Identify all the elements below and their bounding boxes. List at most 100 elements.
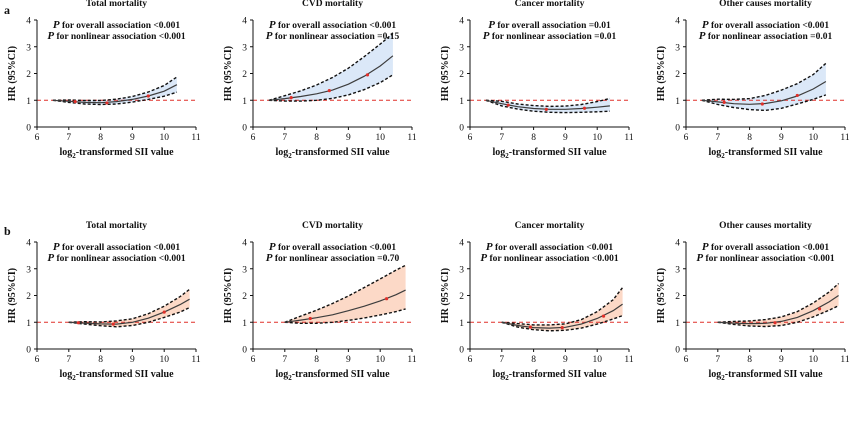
x-tick-label: 7 xyxy=(715,355,720,365)
y-tick-label: 1 xyxy=(242,97,247,107)
y-tick-label: 3 xyxy=(26,265,31,275)
x-axis-title-prefix: log xyxy=(492,147,505,158)
y-tick-label: 4 xyxy=(675,17,680,27)
ci-upper-line xyxy=(268,32,394,101)
association-annotation: P for nonlinear association =0.01 xyxy=(699,30,833,42)
x-axis-title-prefix: log xyxy=(492,369,505,380)
y-tick-label: 2 xyxy=(242,70,247,80)
knot-marker xyxy=(365,73,370,77)
panel-title: Other causes mortality xyxy=(719,0,812,9)
y-tick-label: 2 xyxy=(459,70,464,80)
annotation-p: P xyxy=(486,241,493,253)
chart-panel: 6 7 8 9 10 11 0 1 2 3 4 Other causes mortality HR (9… xyxy=(656,221,850,382)
y-tick-label: 0 xyxy=(459,346,464,356)
association-annotation: P for nonlinear association =0.15 xyxy=(266,30,400,42)
x-tick-label: 7 xyxy=(715,133,720,143)
y-axis-title: HR (95%CI) xyxy=(440,268,451,323)
association-annotation: P for nonlinear association <0.001 xyxy=(696,252,834,264)
annotation-p: P xyxy=(47,30,54,42)
annotation-p: P xyxy=(53,19,60,31)
x-axis-title: log2-transformed SII value xyxy=(708,369,823,382)
knot-marker xyxy=(384,297,389,301)
x-axis-title-subscript: 2 xyxy=(72,152,76,160)
panel-title: CVD mortality xyxy=(302,0,363,9)
x-axis-title-subscript: 2 xyxy=(288,152,292,160)
y-tick-label: 1 xyxy=(675,97,680,107)
y-tick-label: 4 xyxy=(675,239,680,249)
association-annotation: P for nonlinear association <0.001 xyxy=(47,252,185,264)
x-axis-title-suffix: -transformed SII value xyxy=(292,147,390,158)
x-tick-label: 9 xyxy=(563,133,568,143)
x-axis-title: log2-transformed SII value xyxy=(708,147,823,160)
hr-curve xyxy=(717,295,839,325)
ci-lower-line xyxy=(717,305,839,328)
y-tick-label: 0 xyxy=(242,124,247,134)
annotation-p: P xyxy=(53,241,60,253)
x-axis-title-suffix: -transformed SII value xyxy=(76,147,174,158)
annotation-text: for overall association <0.001 xyxy=(60,243,181,253)
knot-marker xyxy=(817,307,822,311)
association-annotation: P for overall association <0.001 xyxy=(269,19,397,31)
y-tick-label: 0 xyxy=(459,124,464,134)
x-tick-label: 8 xyxy=(98,133,103,143)
row-label-a: a xyxy=(4,3,10,17)
x-tick-label: 10 xyxy=(159,133,169,143)
annotation-text: for nonlinear association =0.01 xyxy=(706,32,833,42)
x-tick-label: 6 xyxy=(684,133,689,143)
x-axis-title-suffix: -transformed SII value xyxy=(725,147,823,158)
ci-upper-line xyxy=(701,62,827,101)
y-tick-label: 0 xyxy=(26,124,31,134)
knot-marker xyxy=(146,94,150,98)
knot-marker xyxy=(105,101,109,105)
x-tick-label: 8 xyxy=(747,133,752,143)
x-tick-label: 9 xyxy=(346,355,351,365)
x-axis-title-prefix: log xyxy=(708,147,721,158)
knot-marker xyxy=(289,95,293,100)
x-tick-label: 8 xyxy=(531,133,536,143)
x-axis-title-subscript: 2 xyxy=(721,374,725,382)
association-annotation: P for overall association <0.001 xyxy=(486,241,614,253)
x-tick-label: 9 xyxy=(346,133,351,143)
x-axis-title-suffix: -transformed SII value xyxy=(509,369,607,380)
x-tick-label: 6 xyxy=(468,133,473,143)
ci-band xyxy=(284,265,406,324)
annotation-text: for nonlinear association =0.15 xyxy=(273,32,400,42)
x-axis-title: log2-transformed SII value xyxy=(59,147,174,160)
x-tick-label: 7 xyxy=(282,133,287,143)
ci-lower-line xyxy=(485,99,610,114)
x-tick-label: 8 xyxy=(747,355,752,365)
annotation-p: P xyxy=(269,19,276,31)
association-annotation: P for overall association <0.001 xyxy=(53,19,181,31)
x-tick-label: 6 xyxy=(684,355,689,365)
x-tick-label: 10 xyxy=(375,355,385,365)
y-axis-title: HR (95%CI) xyxy=(656,46,667,101)
x-tick-label: 7 xyxy=(282,355,287,365)
chart-panel: 6 7 8 9 10 11 0 1 2 3 4 Total mortality HR (95%CI) lo… xyxy=(7,0,201,160)
ci-lower-line xyxy=(284,308,406,324)
x-tick-label: 11 xyxy=(191,133,200,143)
annotation-text: for overall association <0.001 xyxy=(709,21,830,31)
association-annotation: P for nonlinear association =0.70 xyxy=(266,252,400,264)
x-tick-label: 6 xyxy=(251,133,256,143)
x-tick-label: 10 xyxy=(808,133,818,143)
annotation-p: P xyxy=(699,30,706,42)
association-annotation: P for overall association <0.001 xyxy=(53,241,181,253)
y-tick-label: 1 xyxy=(459,97,464,107)
x-axis-title-prefix: log xyxy=(275,147,288,158)
x-axis-title-subscript: 2 xyxy=(288,374,292,382)
ci-upper-line xyxy=(284,264,406,323)
knot-marker xyxy=(760,102,764,106)
association-annotation: P for nonlinear association <0.001 xyxy=(480,252,618,264)
ci-upper-line xyxy=(485,97,611,108)
annotation-text: for nonlinear association <0.001 xyxy=(703,254,835,264)
x-tick-label: 7 xyxy=(499,133,504,143)
annotation-text: for nonlinear association <0.001 xyxy=(54,32,186,42)
x-axis-title-subscript: 2 xyxy=(505,374,509,382)
x-tick-label: 6 xyxy=(35,133,40,143)
x-tick-label: 6 xyxy=(468,355,473,365)
association-annotation: P for overall association <0.001 xyxy=(702,19,830,31)
annotation-p: P xyxy=(266,30,273,42)
x-axis-title-suffix: -transformed SII value xyxy=(292,369,390,380)
annotation-text: for overall association <0.001 xyxy=(60,21,181,31)
